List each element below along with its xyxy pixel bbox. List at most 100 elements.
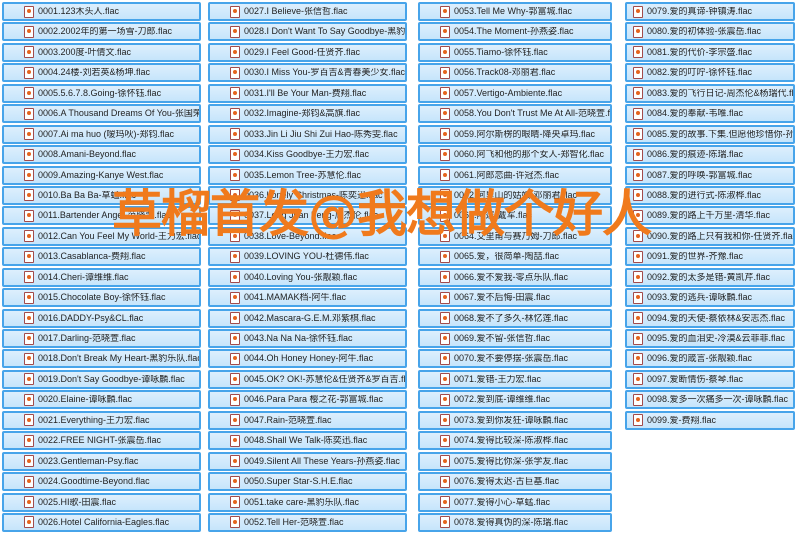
file-item[interactable]: 0028.I Don't Want To Say Goodbye-黑豹乐队.fl… [208, 22, 407, 42]
file-item[interactable]: 0010.Ba Ba Ba-草蜢.flac [2, 185, 201, 205]
file-item[interactable]: 0082.爱的叮咛-徐怀钰.flac [625, 63, 795, 83]
file-item[interactable]: 0089.爱的路上千万里-清华.flac [625, 206, 795, 226]
file-item[interactable]: 0020.Elaine-谭咏麟.flac [2, 390, 201, 410]
file-item[interactable]: 0070.爱不要停摆-张震岳.flac [418, 349, 612, 369]
file-item[interactable]: 0081.爱的代价-李宗盛.flac [625, 42, 795, 62]
file-item[interactable]: 0073.爱到你发狂-谭咏麟.flac [418, 410, 612, 430]
file-item[interactable]: 0079.爱的真谛-钟镇涛.flac [625, 2, 795, 21]
file-item[interactable]: 0046.Para Para 樱之花-郭富城.flac [208, 390, 407, 410]
file-item[interactable]: 0083.爱的飞行日记-周杰伦&杨瑞代.flac [625, 83, 795, 103]
file-item[interactable]: 0036.Lonely Christmas-陈奕迅.flac [208, 185, 407, 205]
file-item[interactable]: 0011.Bartender Angel-范晓萱.flac [2, 206, 201, 226]
file-item[interactable]: 0056.Track08-邓丽君.flac [418, 63, 612, 83]
file-item[interactable]: 0043.Na Na Na-徐怀钰.flac [208, 329, 407, 348]
file-item[interactable]: 0049.Silent All These Years-孙燕姿.flac [208, 451, 407, 471]
file-item[interactable]: 0006.A Thousand Dreams Of You-张国荣.flac [2, 104, 201, 124]
file-item[interactable]: 0001.123木头人.flac [2, 2, 201, 21]
file-name: 0019.Don't Say Goodbye-谭咏麟.flac [38, 374, 185, 384]
file-item[interactable]: 0058.You Don't Trust Me At All-范晓萱.flac [418, 104, 612, 124]
file-item[interactable]: 0094.爱的天使-蔡依林&安志杰.flac [625, 308, 795, 328]
file-item[interactable]: 0091.爱的世界-齐豫.flac [625, 247, 795, 267]
file-item[interactable]: 0048.Shall We Talk-陈奕迅.flac [208, 431, 407, 451]
file-item[interactable]: 0093.爱的逃兵-谭咏麟.flac [625, 288, 795, 308]
file-item[interactable]: 0069.爱不留-张信哲.flac [418, 329, 612, 348]
file-item[interactable]: 0050.Super Star-S.H.E.flac [208, 472, 407, 492]
file-item[interactable]: 0030.I Miss You-罗百吉&青春美少女.flac [208, 63, 407, 83]
file-item[interactable]: 0092.爱的太多是错-黄凯芹.flac [625, 267, 795, 287]
file-item[interactable]: 0015.Chocolate Boy-徐怀钰.flac [2, 288, 201, 308]
file-item[interactable]: 0066.爱不爱我-零点乐队.flac [418, 267, 612, 287]
file-item[interactable]: 0004.24楼-刘若英&杨坤.flac [2, 63, 201, 83]
file-item[interactable]: 0072.爱到底-谭维维.flac [418, 390, 612, 410]
file-item[interactable]: 0054.The Moment-孙燕姿.flac [418, 22, 612, 42]
file-item[interactable]: 0060.阿飞和他的那个女人-郑智化.flac [418, 145, 612, 165]
file-item[interactable]: 0032.Imagine-郑钧&高旗.flac [208, 104, 407, 124]
file-item[interactable]: 0027.I Believe-张信哲.flac [208, 2, 407, 21]
file-item[interactable]: 0033.Jin Li Jiu Shi Zui Hao-陈秀雯.flac [208, 124, 407, 144]
file-item[interactable]: 0029.I Feel Good-任贤齐.flac [208, 42, 407, 62]
file-item[interactable]: 0055.Tiamo-徐怀钰.flac [418, 42, 612, 62]
file-item[interactable]: 0086.爱的痕迹-陈瑞.flac [625, 145, 795, 165]
file-item[interactable]: 0096.爱的箴言-张靓颖.flac [625, 349, 795, 369]
file-item[interactable]: 0007.Ai ma huo (嗳玛吙)-郑钧.flac [2, 124, 201, 144]
file-item[interactable]: 0024.Goodtime-Beyond.flac [2, 472, 201, 492]
file-item[interactable]: 0062.阿里山的姑娘-邓丽君.flac [418, 185, 612, 205]
file-item[interactable]: 0042.Mascara-G.E.M.邓紫棋.flac [208, 308, 407, 328]
file-item[interactable]: 0047.Rain-范晓萱.flac [208, 410, 407, 430]
file-item[interactable]: 0008.Amani-Beyond.flac [2, 145, 201, 165]
file-item[interactable]: 0061.阿郎恋曲-许冠杰.flac [418, 165, 612, 185]
file-item[interactable]: 0067.爱不后悔-田震.flac [418, 288, 612, 308]
file-item[interactable]: 0018.Don't Break My Heart-黑豹乐队.flac [2, 349, 201, 369]
file-item[interactable]: 0022.FREE NIGHT-张震岳.flac [2, 431, 201, 451]
file-item[interactable]: 0059.阿尔斯楞的眼睛-降央卓玛.flac [418, 124, 612, 144]
file-item[interactable]: 0088.爱的进行式-陈淑桦.flac [625, 185, 795, 205]
file-item[interactable]: 0039.LOVING YOU-杜德伟.flac [208, 247, 407, 267]
file-item[interactable]: 0044.Oh Honey Honey-阿牛.flac [208, 349, 407, 369]
file-item[interactable]: 0035.Lemon Tree-苏慧伦.flac [208, 165, 407, 185]
file-item[interactable]: 0097.爱断情伤-蔡琴.flac [625, 369, 795, 389]
file-item[interactable]: 0076.爱得太迟-古巨基.flac [418, 472, 612, 492]
file-item[interactable]: 0009.Amazing-Kanye West.flac [2, 165, 201, 185]
file-item[interactable]: 0045.OK? OK!-苏慧伦&任贤齐&罗百吉.flac [208, 369, 407, 389]
file-item[interactable]: 0019.Don't Say Goodbye-谭咏麟.flac [2, 369, 201, 389]
file-item[interactable]: 0012.Can You Feel My World-王力宏.flac [2, 226, 201, 246]
file-item[interactable]: 0057.Vertigo-Ambiente.flac [418, 83, 612, 103]
file-item[interactable]: 0041.MAMAK档-阿牛.flac [208, 288, 407, 308]
file-item[interactable]: 0095.爱的血泪史-冷漠&云菲菲.flac [625, 329, 795, 348]
file-item[interactable]: 0021.Everything-王力宏.flac [2, 410, 201, 430]
file-item[interactable]: 0099.爱-费翔.flac [625, 410, 795, 430]
file-item[interactable]: 0003.200度-叶倩文.flac [2, 42, 201, 62]
file-item[interactable]: 0016.DADDY-Psy&CL.flac [2, 308, 201, 328]
file-item[interactable]: 0074.爱得比较深-陈淑桦.flac [418, 431, 612, 451]
file-item[interactable]: 0087.爱的呼唤-郭富城.flac [625, 165, 795, 185]
file-item[interactable]: 0026.Hotel California-Eagles.flac [2, 512, 201, 532]
file-item[interactable]: 0005.5.6.7.8.Going-徐怀钰.flac [2, 83, 201, 103]
file-item[interactable]: 0031.I'll Be Your Man-费翔.flac [208, 83, 407, 103]
file-item[interactable]: 0064.艾里甫与赛乃姆-刀郎.flac [418, 226, 612, 246]
file-item[interactable]: 0051.take care-黑豹乐队.flac [208, 492, 407, 512]
file-item[interactable]: 0025.HI歌-田震.flac [2, 492, 201, 512]
file-item[interactable]: 0071.爱错-王力宏.flac [418, 369, 612, 389]
file-item[interactable]: 0065.爱，很简单-陶喆.flac [418, 247, 612, 267]
file-item[interactable]: 0063.阿莲-戴军.flac [418, 206, 612, 226]
file-item[interactable]: 0038.Love-Beyond.flac [208, 226, 407, 246]
file-item[interactable]: 0084.爱的奉献-韦唯.flac [625, 104, 795, 124]
file-item[interactable]: 0090.爱的路上只有我和你-任贤齐.flac [625, 226, 795, 246]
file-item[interactable]: 0080.爱的初体验-张震岳.flac [625, 22, 795, 42]
file-item[interactable]: 0085.爱的故事.下集.但愿他珍惜你-孙耀威.flac [625, 124, 795, 144]
file-item[interactable]: 0053.Tell Me Why-郭富城.flac [418, 2, 612, 21]
file-item[interactable]: 0023.Gentleman-Psy.flac [2, 451, 201, 471]
file-item[interactable]: 0014.Cheri-谭维维.flac [2, 267, 201, 287]
file-item[interactable]: 0040.Loving You-张靓颖.flac [208, 267, 407, 287]
file-item[interactable]: 0034.Kiss Goodbye-王力宏.flac [208, 145, 407, 165]
file-item[interactable]: 0075.爱得比你深-张学友.flac [418, 451, 612, 471]
file-item[interactable]: 0002.2002年的第一场雪-刀郎.flac [2, 22, 201, 42]
file-item[interactable]: 0013.Casablanca-费翔.flac [2, 247, 201, 267]
file-item[interactable]: 0052.Tell Her-范晓萱.flac [208, 512, 407, 532]
file-item[interactable]: 0017.Darling-范晓萱.flac [2, 329, 201, 348]
file-item[interactable]: 0037.Long Juan Feng-周杰伦.flac [208, 206, 407, 226]
file-item[interactable]: 0078.爱得真伪的深-陈瑞.flac [418, 512, 612, 532]
file-item[interactable]: 0068.爱不了多久-林忆莲.flac [418, 308, 612, 328]
file-item[interactable]: 0098.爱多一次痛多一次-谭咏麟.flac [625, 390, 795, 410]
file-item[interactable]: 0077.爱得小心-草蜢.flac [418, 492, 612, 512]
